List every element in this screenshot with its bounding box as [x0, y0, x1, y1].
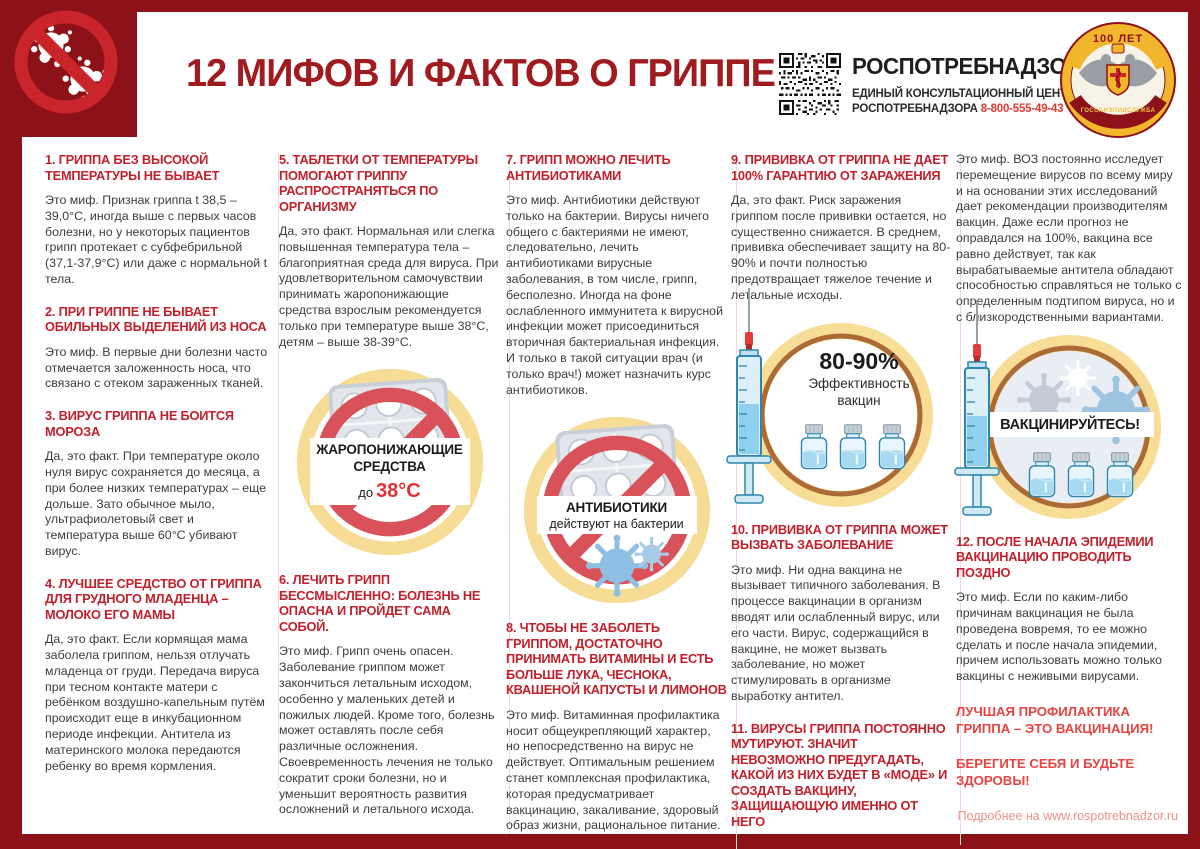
item-title: 12. ПОСЛЕ НАЧАЛА ЭПИДЕМИИ ВАКЦИНАЦИЮ ПРО… — [956, 533, 1154, 580]
agency-name: РОСПОТРЕБНАДЗОР — [852, 53, 1081, 79]
vial-icon — [839, 423, 867, 469]
more-info-link: Подробнее на www.rospotrebnadzor.ru — [957, 809, 1178, 824]
item-title: 5. ТАБЛЕТКИ ОТ ТЕМПЕРАТУРЫ ПОМОГАЮТ ГРИП… — [279, 152, 478, 214]
myth-item-8: 8. ЧТОБЫ НЕ ЗАБОЛЕТЬ ГРИППОМ, ДОСТАТОЧНО… — [506, 620, 727, 834]
vial-icon — [1067, 451, 1095, 498]
agency-subtitle-line1: ЕДИНЫЙ КОНСУЛЬТАЦИОННЫЙ ЦЕНТР — [852, 88, 1075, 100]
item-title: 6. ЛЕЧИТЬ ГРИПП БЕССМЫСЛЕННО: БОЛЕЗНЬ НЕ… — [279, 572, 481, 634]
myth-item-7: 7. ГРИПП МОЖНО ЛЕЧИТЬ АНТИБИОТИКАМИ Это … — [506, 152, 727, 398]
item-body: Это миф. Если по каким-либо причинам вак… — [956, 590, 1163, 684]
vial-icon — [878, 423, 906, 469]
efficacy-line1: Эффективность — [808, 375, 910, 391]
item-body: Это миф. Грипп очень опасен. Заболевание… — [279, 644, 495, 817]
emblem-top-label: 100 ЛЕТ — [1092, 33, 1144, 45]
emblem-bottom-label: ГОССАНЭПИДСЛУЖБА — [1080, 108, 1156, 114]
badge-label: АНТИБИОТИКИ действуют на бактерии — [536, 496, 697, 535]
badge-line2: действуют на бактерии — [549, 517, 684, 532]
badge-label: ЖАРОПОНИЖАЮЩИЕ СРЕДСТВА до 38°С — [309, 438, 470, 506]
column-4: 9. ПРИВИВКА ОТ ГРИППА НЕ ДАЕТ 100% ГАРАН… — [726, 152, 961, 846]
myth-item-6: 6. ЛЕЧИТЬ ГРИПП БЕССМЫСЛЕННО: БОЛЕЗНЬ НЕ… — [279, 572, 500, 818]
myth-item-10: 10. ПРИВИВКА ОТ ГРИППА МОЖЕТ ВЫЗВАТЬ ЗАБ… — [731, 522, 951, 705]
slogan-best-prevention: ЛУЧШАЯ ПРОФИЛАКТИКА ГРИППА – ЭТО ВАКЦИНА… — [956, 704, 1154, 737]
item-title: 2. ПРИ ГРИППЕ НЕ БЫВАЕТ ОБИЛЬНЫХ ВЫДЕЛЕН… — [45, 303, 267, 335]
myth-item-1: 1. ГРИППА БЕЗ ВЫСОКОЙ ТЕМПЕРАТУРЫ НЕ БЫВ… — [45, 152, 269, 288]
antibiotics-ban-badge: АНТИБИОТИКИ действуют на бактерии — [521, 414, 713, 606]
frame-bottom — [0, 834, 1200, 849]
item-body: Это миф. Витаминная профилактика носит о… — [506, 707, 721, 833]
item-title: 9. ПРИВИВКА ОТ ГРИППА НЕ ДАЕТ 100% ГАРАН… — [731, 152, 949, 183]
item-body: Это миф. Антибиотики действуют только на… — [506, 193, 723, 397]
phone-number: 8-800-555-49-43 — [980, 103, 1064, 115]
item-title: 4. ЛУЧШЕЕ СРЕДСТВО ОТ ГРИППА ДЛЯ ГРУДНОГ… — [45, 575, 262, 622]
agency-block: РОСПОТРЕБНАДЗОР ЕДИНЫЙ КОНСУЛЬТАЦИОННЫЙ … — [852, 53, 1082, 117]
vial-icon — [1028, 451, 1056, 498]
antipyretics-ban-badge: ЖАРОПОНИЖАЮЩИЕ СРЕДСТВА до 38°С — [294, 366, 486, 558]
frame-top — [0, 0, 1200, 12]
no-virus-badge — [0, 0, 137, 137]
syringe-icon — [726, 286, 772, 504]
vaccine-efficacy-badge: 80-90% Эффективность вакцин — [726, 286, 936, 510]
vial-icon — [1106, 451, 1134, 498]
item-body: Да, это факт. Нормальная или слегка повы… — [279, 224, 499, 349]
efficacy-line2: вакцин — [837, 392, 881, 408]
myth-item-5: 5. ТАБЛЕТКИ ОТ ТЕМПЕРАТУРЫ ПОМОГАЮТ ГРИП… — [279, 152, 500, 350]
qr-code-icon — [779, 53, 841, 115]
item-title: 3. ВИРУС ГРИППА НЕ БОИТСЯ МОРОЗА — [45, 408, 234, 439]
myth-item-4: 4. ЛУЧШЕЕ СРЕДСТВО ОТ ГРИППА ДЛЯ ГРУДНОГ… — [45, 576, 269, 775]
column-2: 5. ТАБЛЕТКИ ОТ ТЕМПЕРАТУРЫ ПОМОГАЮТ ГРИП… — [279, 152, 510, 835]
item-title: 10. ПРИВИВКА ОТ ГРИППА МОЖЕТ ВЫЗВАТЬ ЗАБ… — [731, 521, 948, 553]
item-body: Это миф. Признак гриппа t 38,5 – 39,0°С,… — [45, 193, 268, 286]
item-body-11: Это миф. ВОЗ постоянно исследует перемещ… — [956, 152, 1182, 324]
vaccinate-badge: ВАКЦИНИРУЙТЕСЬ! — [954, 298, 1164, 522]
myth-item-11: 11. ВИРУСЫ ГРИППА ПОСТОЯННО МУТИРУЮТ. ЗН… — [731, 721, 951, 830]
item-title: 11. ВИРУСЫ ГРИППА ПОСТОЯННО МУТИРУЮТ. ЗН… — [731, 720, 948, 829]
item-title: 7. ГРИПП МОЖНО ЛЕЧИТЬ АНТИБИОТИКАМИ — [506, 152, 671, 183]
slogan-stay-healthy: БЕРЕГИТЕ СЕБЯ И БУДЬТЕ ЗДОРОВЫ! — [956, 756, 1135, 789]
vial-icon — [800, 423, 828, 469]
column-5: Это миф. ВОЗ постоянно исследует перемещ… — [954, 152, 1182, 824]
column-1: 1. ГРИППА БЕЗ ВЫСОКОЙ ТЕМПЕРАТУРЫ НЕ БЫВ… — [45, 152, 279, 791]
badge-label: ВАКЦИНИРУЙТЕСЬ! — [986, 411, 1154, 437]
vaccine-vials — [1026, 451, 1136, 498]
frame-left — [0, 0, 22, 849]
anniversary-emblem: 100 ЛЕТ ГОССАНЭПИДСЛУЖБА — [1058, 20, 1178, 140]
no-virus-icon — [14, 10, 118, 114]
efficacy-value: 80-90% — [819, 347, 899, 374]
item-title: 8. ЧТОБЫ НЕ ЗАБОЛЕТЬ ГРИППОМ, ДОСТАТОЧНО… — [506, 620, 727, 698]
vaccine-vials — [798, 423, 908, 470]
myth-item-3: 3. ВИРУС ГРИППА НЕ БОИТСЯ МОРОЗА Да, это… — [45, 408, 269, 560]
myth-item-12: 12. ПОСЛЕ НАЧАЛА ЭПИДЕМИИ ВАКЦИНАЦИЮ ПРО… — [956, 534, 1182, 685]
badge-line2: СРЕДСТВА — [353, 459, 426, 475]
badge-label: 80-90% Эффективность вакцин — [788, 348, 930, 409]
item-body: Да, это факт. Если кормящая мама заболел… — [45, 632, 265, 773]
frame-right — [1188, 0, 1200, 849]
page-title: 12 МИФОВ И ФАКТОВ О ГРИППЕ — [186, 52, 776, 95]
myth-item-9: 9. ПРИВИВКА ОТ ГРИППА НЕ ДАЕТ 100% ГАРАН… — [731, 152, 951, 304]
emblem-icon — [1060, 22, 1176, 138]
item-body: Это миф. Ни одна вакцина не вызывает тип… — [731, 562, 941, 703]
myth-item-2: 2. ПРИ ГРИППЕ НЕ БЫВАЕТ ОБИЛЬНЫХ ВЫДЕЛЕН… — [45, 304, 269, 392]
item-body: Да, это факт. При температуре около нуля… — [45, 449, 267, 558]
badge-line1: АНТИБИОТИКИ — [565, 500, 668, 516]
threshold-value: 38°С — [376, 480, 421, 503]
column-3: 7. ГРИПП МОЖНО ЛЕЧИТЬ АНТИБИОТИКАМИ Это … — [506, 152, 737, 849]
item-title: 1. ГРИППА БЕЗ ВЫСОКОЙ ТЕМПЕРАТУРЫ НЕ БЫВ… — [45, 152, 220, 183]
threshold-prefix: до — [358, 485, 374, 501]
agency-subtitle: ЕДИНЫЙ КОНСУЛЬТАЦИОННЫЙ ЦЕНТР РОСПОТРЕБН… — [852, 87, 1082, 117]
agency-subtitle-line2: РОСПОТРЕБНАДЗОРА — [852, 103, 978, 115]
badge-threshold: до 38°С — [310, 480, 470, 503]
item-body: Это миф. В первые дни болезни часто отме… — [45, 344, 268, 391]
badge-line1: ЖАРОПОНИЖАЮЩИЕ — [316, 442, 463, 458]
syringe-icon — [954, 298, 1000, 516]
item-body: Да, это факт. Риск заражения гриппом пос… — [731, 193, 951, 302]
